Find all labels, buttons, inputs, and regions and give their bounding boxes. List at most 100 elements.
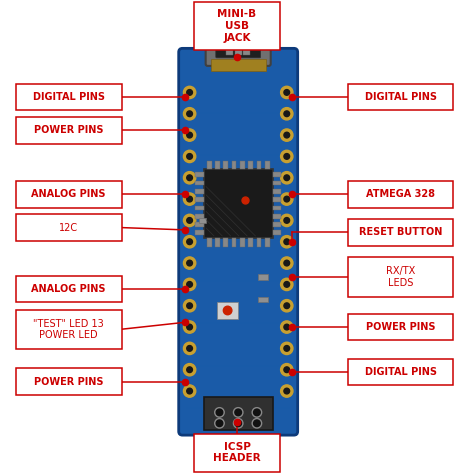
Circle shape — [284, 218, 290, 223]
FancyBboxPatch shape — [347, 219, 453, 246]
Circle shape — [187, 346, 192, 351]
FancyBboxPatch shape — [207, 161, 211, 169]
Text: ANALOG PINS: ANALOG PINS — [31, 284, 106, 294]
FancyBboxPatch shape — [195, 181, 204, 185]
FancyBboxPatch shape — [195, 214, 204, 219]
FancyBboxPatch shape — [347, 84, 453, 110]
Circle shape — [281, 321, 293, 333]
Circle shape — [284, 303, 290, 309]
FancyBboxPatch shape — [195, 173, 204, 177]
FancyBboxPatch shape — [347, 359, 453, 385]
Text: RX/TX
LEDS: RX/TX LEDS — [386, 266, 415, 288]
FancyBboxPatch shape — [273, 230, 281, 235]
Circle shape — [183, 108, 196, 120]
Circle shape — [183, 364, 196, 376]
Circle shape — [284, 324, 290, 330]
FancyBboxPatch shape — [16, 276, 121, 302]
FancyBboxPatch shape — [273, 181, 281, 185]
Circle shape — [187, 90, 192, 95]
Circle shape — [187, 282, 192, 287]
Circle shape — [281, 300, 293, 312]
FancyBboxPatch shape — [215, 238, 220, 247]
Circle shape — [284, 367, 290, 373]
FancyBboxPatch shape — [195, 189, 204, 194]
Text: ANALOG PINS: ANALOG PINS — [31, 189, 106, 200]
Circle shape — [252, 408, 262, 417]
Text: POWER PINS: POWER PINS — [34, 376, 103, 387]
Circle shape — [284, 260, 290, 266]
Circle shape — [187, 218, 192, 223]
FancyBboxPatch shape — [193, 434, 280, 472]
FancyBboxPatch shape — [16, 214, 121, 241]
Text: POWER PINS: POWER PINS — [366, 322, 435, 332]
FancyBboxPatch shape — [232, 161, 237, 169]
FancyBboxPatch shape — [179, 48, 298, 435]
Circle shape — [183, 236, 196, 248]
FancyBboxPatch shape — [204, 397, 273, 430]
Circle shape — [233, 408, 243, 417]
Circle shape — [284, 132, 290, 138]
FancyBboxPatch shape — [16, 368, 121, 395]
FancyBboxPatch shape — [223, 161, 228, 169]
Circle shape — [252, 419, 262, 428]
FancyBboxPatch shape — [16, 84, 121, 110]
Circle shape — [284, 388, 290, 394]
Text: ATMEGA 328: ATMEGA 328 — [366, 189, 435, 200]
Circle shape — [187, 175, 192, 181]
Circle shape — [235, 409, 241, 416]
Circle shape — [187, 388, 192, 394]
Circle shape — [284, 239, 290, 245]
FancyBboxPatch shape — [347, 257, 453, 297]
FancyBboxPatch shape — [232, 238, 237, 247]
Text: DIGITAL PINS: DIGITAL PINS — [365, 367, 437, 377]
FancyBboxPatch shape — [273, 189, 281, 194]
Circle shape — [187, 111, 192, 117]
Circle shape — [187, 154, 192, 159]
Circle shape — [183, 342, 196, 355]
FancyBboxPatch shape — [16, 117, 121, 144]
Circle shape — [183, 214, 196, 227]
Circle shape — [215, 408, 224, 417]
FancyBboxPatch shape — [195, 206, 204, 210]
Circle shape — [284, 111, 290, 117]
FancyBboxPatch shape — [206, 22, 271, 66]
Circle shape — [284, 282, 290, 287]
Circle shape — [183, 150, 196, 163]
Circle shape — [183, 321, 196, 333]
FancyBboxPatch shape — [16, 181, 121, 208]
FancyBboxPatch shape — [273, 222, 281, 227]
FancyBboxPatch shape — [248, 161, 253, 169]
Circle shape — [281, 150, 293, 163]
Circle shape — [281, 214, 293, 227]
Circle shape — [281, 86, 293, 99]
Text: RESET BUTTON: RESET BUTTON — [359, 227, 442, 237]
Circle shape — [187, 324, 192, 330]
FancyBboxPatch shape — [347, 181, 453, 208]
FancyBboxPatch shape — [248, 238, 253, 247]
FancyBboxPatch shape — [240, 238, 245, 247]
Circle shape — [281, 278, 293, 291]
FancyBboxPatch shape — [256, 161, 261, 169]
FancyBboxPatch shape — [265, 238, 270, 247]
FancyBboxPatch shape — [240, 161, 245, 169]
FancyBboxPatch shape — [223, 238, 228, 247]
Text: "TEST" LED 13
POWER LED: "TEST" LED 13 POWER LED — [33, 319, 104, 340]
Text: DIGITAL PINS: DIGITAL PINS — [33, 92, 105, 102]
Circle shape — [284, 346, 290, 351]
Circle shape — [284, 154, 290, 159]
Circle shape — [183, 385, 196, 397]
Text: ICSP
HEADER: ICSP HEADER — [213, 442, 261, 464]
Circle shape — [254, 420, 260, 427]
FancyBboxPatch shape — [195, 197, 204, 202]
Circle shape — [223, 306, 232, 315]
FancyBboxPatch shape — [16, 310, 121, 349]
Circle shape — [281, 236, 293, 248]
Circle shape — [187, 260, 192, 266]
Circle shape — [187, 367, 192, 373]
Text: 12C: 12C — [59, 222, 78, 233]
FancyBboxPatch shape — [195, 222, 204, 227]
Circle shape — [281, 342, 293, 355]
Circle shape — [187, 239, 192, 245]
Text: DIGITAL PINS: DIGITAL PINS — [365, 92, 437, 102]
FancyBboxPatch shape — [215, 161, 220, 169]
